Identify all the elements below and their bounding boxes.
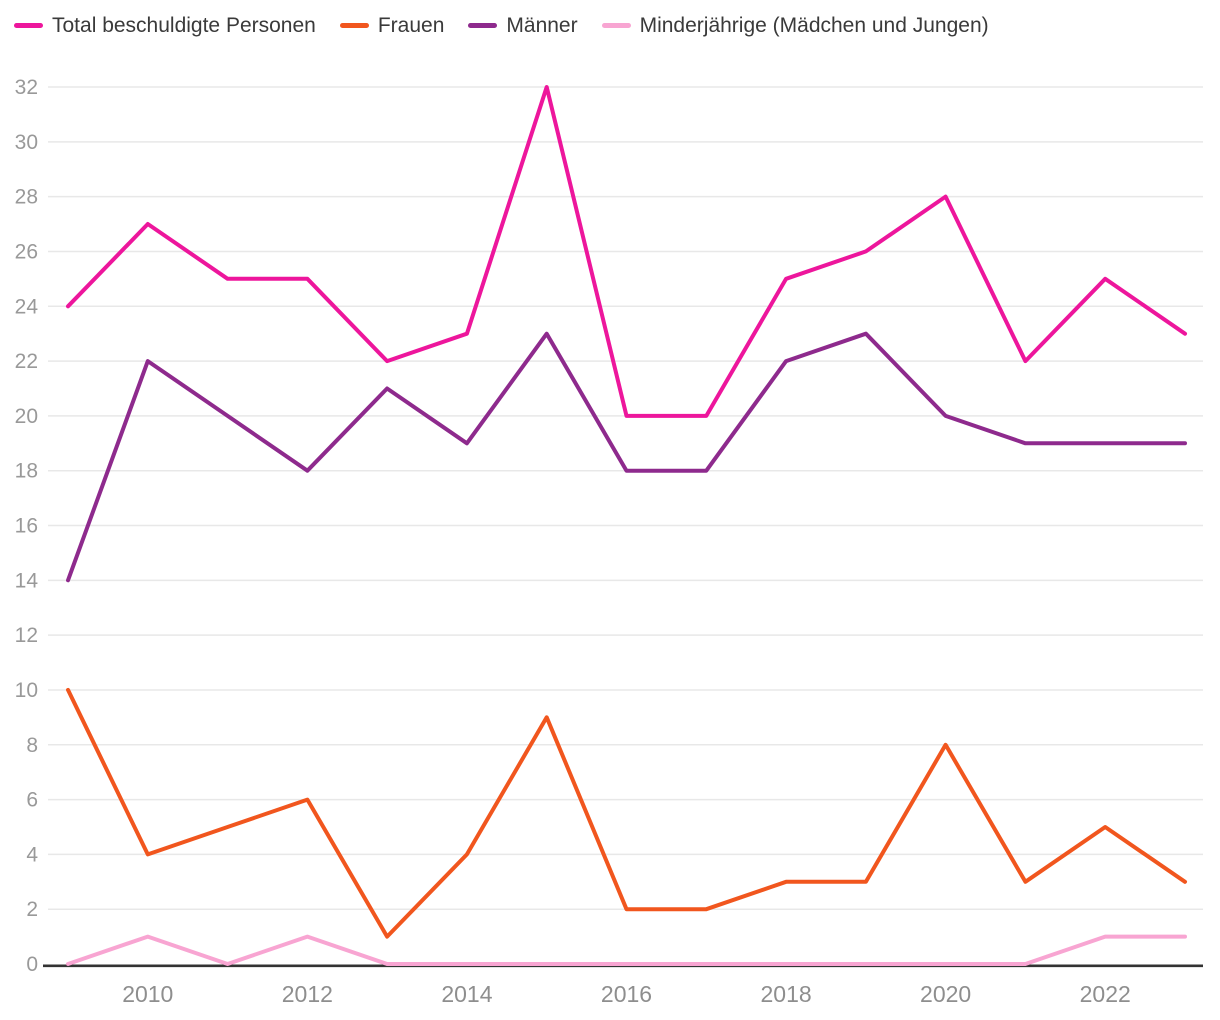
- x-tick-label: 2018: [760, 981, 811, 1007]
- legend-item-total: Total beschuldigte Personen: [14, 15, 316, 36]
- y-tick-label: 30: [15, 131, 38, 154]
- legend: Total beschuldigte Personen Frauen Männe…: [14, 15, 989, 36]
- y-tick-label: 14: [15, 569, 39, 592]
- legend-item-frauen: Frauen: [339, 14, 445, 37]
- y-tick-label: 20: [15, 405, 38, 428]
- legend-label-minderjaehrige: Minderjährige (Mädchen und Jungen): [639, 14, 989, 37]
- legend-swatch-frauen: [339, 23, 369, 28]
- series-line-2: [66, 331, 1187, 583]
- legend-swatch-minderjaehrige: [601, 23, 631, 28]
- y-tick-label: 26: [15, 240, 38, 263]
- y-tick-label: 6: [26, 789, 38, 812]
- legend-swatch-maenner: [468, 23, 498, 28]
- y-tick-label: 24: [15, 295, 39, 318]
- legend-item-minderjaehrige: Minderjährige (Mädchen und Jungen): [601, 14, 989, 37]
- legend-label-total: Total beschuldigte Personen: [52, 14, 316, 37]
- y-tick-label: 18: [15, 460, 38, 483]
- legend-label-frauen: Frauen: [377, 14, 445, 37]
- series-line-0: [66, 85, 1187, 418]
- y-tick-label: 4: [26, 843, 38, 866]
- y-tick-label: 28: [15, 186, 38, 209]
- legend-label-maenner: Männer: [506, 14, 578, 37]
- y-tick-label: 22: [15, 350, 38, 373]
- y-tick-label: 10: [15, 679, 38, 702]
- x-tick-label: 2022: [1080, 981, 1131, 1007]
- y-tick-label: 32: [15, 76, 38, 99]
- y-tick-label: 0: [26, 953, 38, 976]
- x-tick-label: 2012: [282, 981, 333, 1007]
- legend-item-maenner: Männer: [468, 14, 578, 37]
- x-tick-label: 2020: [920, 981, 971, 1007]
- series-line-1: [66, 687, 1187, 939]
- legend-swatch-total: [14, 23, 43, 28]
- y-tick-label: 16: [15, 515, 38, 538]
- y-tick-label: 2: [26, 898, 38, 921]
- x-tick-label: 2016: [601, 981, 652, 1007]
- x-tick-label: 2010: [122, 981, 173, 1007]
- series-line-3: [66, 934, 1187, 966]
- x-tick-label: 2014: [441, 981, 492, 1007]
- y-tick-label: 8: [26, 734, 38, 757]
- y-tick-label: 12: [15, 624, 38, 647]
